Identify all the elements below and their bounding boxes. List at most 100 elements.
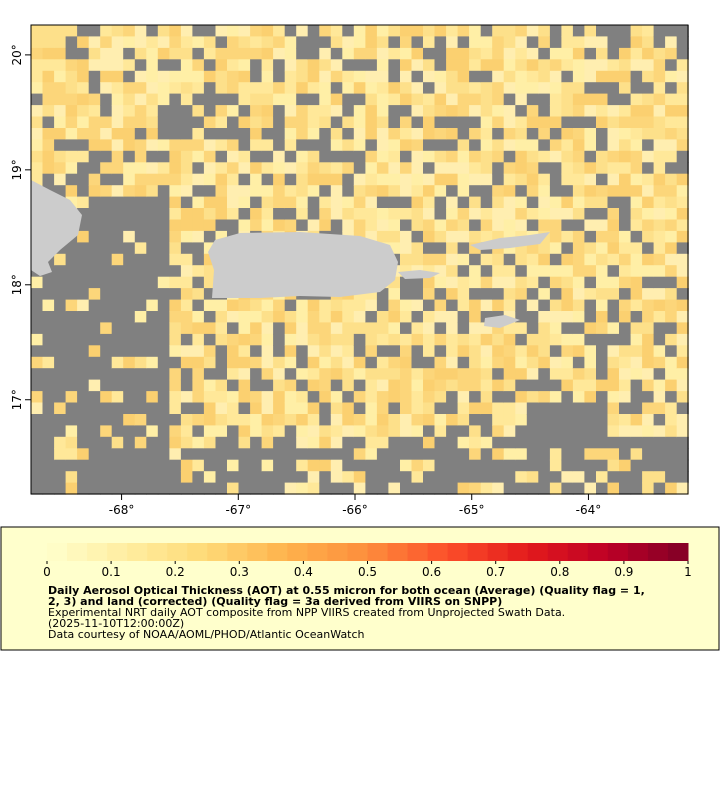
raster-cell xyxy=(423,105,436,118)
raster-cell xyxy=(146,208,159,221)
raster-cell xyxy=(480,391,493,404)
raster-cell xyxy=(203,471,217,484)
raster-cell xyxy=(134,425,147,438)
raster-cell xyxy=(469,368,482,381)
raster-cell xyxy=(376,208,390,221)
raster-cell xyxy=(273,425,286,438)
raster-cell xyxy=(157,162,170,175)
raster-cell xyxy=(665,128,678,141)
raster-cell xyxy=(215,25,228,38)
raster-cell xyxy=(353,208,366,221)
raster-cell xyxy=(88,196,101,209)
raster-cell xyxy=(434,356,447,369)
raster-cell xyxy=(446,311,459,324)
raster-cell xyxy=(653,448,666,461)
raster-cell xyxy=(411,173,424,186)
raster-cell xyxy=(307,173,320,186)
raster-cell xyxy=(100,36,113,49)
raster-cell xyxy=(642,368,655,381)
raster-cell xyxy=(146,36,159,49)
raster-cell xyxy=(88,219,101,232)
raster-cell xyxy=(342,345,355,358)
raster-cell xyxy=(192,230,205,243)
raster-cell xyxy=(642,36,655,49)
raster-cell xyxy=(273,368,286,381)
raster-cell xyxy=(376,47,390,60)
raster-cell xyxy=(134,391,147,404)
raster-cell xyxy=(227,36,240,49)
raster-cell xyxy=(584,345,597,358)
raster-cell xyxy=(388,116,401,129)
raster-cell xyxy=(111,116,124,129)
raster-cell xyxy=(676,379,689,392)
raster-cell xyxy=(100,116,113,129)
raster-cell xyxy=(227,322,240,335)
raster-cell xyxy=(423,93,436,106)
raster-cell xyxy=(157,471,170,484)
raster-cell xyxy=(284,436,297,449)
raster-cell xyxy=(123,208,136,221)
raster-cell xyxy=(77,59,90,72)
raster-cell xyxy=(411,105,424,118)
raster-cell xyxy=(238,311,251,324)
raster-cell xyxy=(549,333,563,346)
raster-cell xyxy=(561,116,574,129)
raster-cell xyxy=(642,276,655,289)
raster-cell xyxy=(376,105,390,118)
raster-cell xyxy=(238,150,251,163)
raster-cell xyxy=(676,265,689,278)
raster-cell xyxy=(572,185,586,198)
raster-cell xyxy=(526,36,539,49)
raster-cell xyxy=(388,448,401,461)
raster-cell xyxy=(653,82,666,95)
raster-cell xyxy=(676,139,689,152)
raster-cell xyxy=(561,299,574,312)
raster-cell xyxy=(400,379,413,392)
raster-cell xyxy=(330,93,343,106)
raster-cell xyxy=(31,459,44,472)
raster-cell xyxy=(446,70,459,83)
raster-cell xyxy=(676,448,689,461)
raster-cell xyxy=(261,219,274,232)
raster-cell xyxy=(284,402,297,415)
raster-cell xyxy=(31,311,44,324)
raster-cell xyxy=(457,196,470,209)
raster-cell xyxy=(227,105,240,118)
raster-cell xyxy=(77,185,90,198)
raster-cell xyxy=(203,70,217,83)
raster-cell xyxy=(261,70,274,83)
virgin-islands xyxy=(470,232,550,250)
raster-cell xyxy=(215,356,228,369)
raster-cell xyxy=(157,196,170,209)
raster-cell xyxy=(630,448,643,461)
raster-cell xyxy=(169,116,182,129)
raster-cell xyxy=(538,82,551,95)
raster-cell xyxy=(215,70,228,83)
raster-cell xyxy=(503,322,516,335)
raster-cell xyxy=(400,70,413,83)
raster-cell xyxy=(238,219,251,232)
raster-cell xyxy=(653,379,666,392)
raster-cell xyxy=(134,208,147,221)
raster-cell xyxy=(676,459,689,472)
raster-cell xyxy=(284,116,297,129)
raster-cell xyxy=(250,196,263,209)
raster-cell xyxy=(215,368,228,381)
raster-cell xyxy=(561,25,574,38)
raster-cell xyxy=(284,47,297,60)
raster-cell xyxy=(42,471,55,484)
raster-cell xyxy=(227,436,240,449)
raster-cell xyxy=(538,25,551,38)
raster-cell xyxy=(342,150,355,163)
raster-cell xyxy=(146,471,159,484)
raster-cell xyxy=(619,402,632,415)
colorbar-swatch xyxy=(327,543,348,561)
raster-cell xyxy=(376,82,390,95)
raster-cell xyxy=(642,242,655,255)
raster-cell xyxy=(400,276,413,289)
raster-cell xyxy=(607,471,620,484)
raster-cell xyxy=(388,59,401,72)
raster-cell xyxy=(619,368,632,381)
raster-cell xyxy=(330,36,343,49)
raster-cell xyxy=(180,47,194,60)
